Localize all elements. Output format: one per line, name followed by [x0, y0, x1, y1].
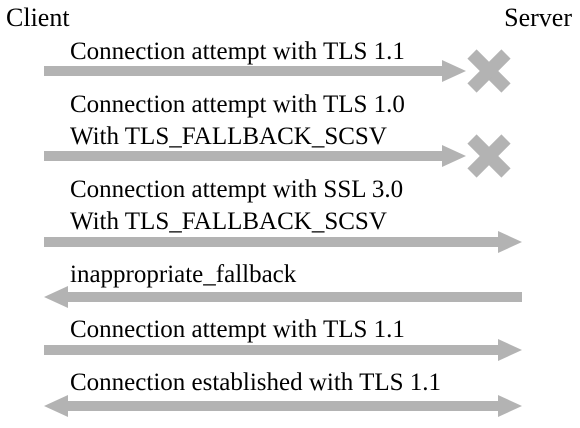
actor-server-label: Server [504, 3, 572, 32]
message-3-line-1: Connection attempt with SSL 3.0 [70, 176, 404, 203]
message-4-arrow [44, 286, 522, 308]
message-1-line-1: Connection attempt with TLS 1.1 [70, 38, 405, 65]
message-2-line-2: With TLS_FALLBACK_SCSV [70, 123, 387, 150]
message-2-line-1: Connection attempt with TLS 1.0 [70, 91, 405, 118]
message-1-cross-icon [467, 49, 511, 93]
message-6-arrow [44, 395, 522, 417]
message-2-arrow [44, 145, 466, 167]
message-4-line-1: inappropriate_fallback [70, 261, 297, 288]
message-6-line-1: Connection established with TLS 1.1 [70, 369, 442, 396]
message-3-line-2: With TLS_FALLBACK_SCSV [70, 208, 387, 235]
message-1-arrow [44, 60, 466, 82]
message-3-arrow [44, 231, 522, 253]
message-2-cross-icon [467, 134, 511, 178]
message-5-arrow [44, 339, 522, 361]
actor-client-label: Client [6, 3, 70, 32]
message-5-line-1: Connection attempt with TLS 1.1 [70, 316, 405, 343]
